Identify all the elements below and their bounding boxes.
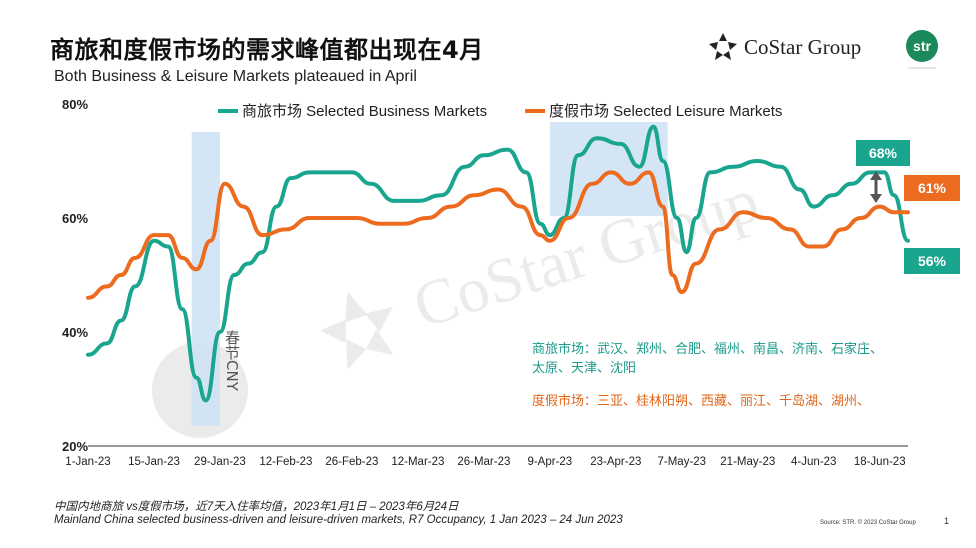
page-number: 1 [944, 516, 950, 526]
str-logo: str [902, 28, 942, 72]
x-tick-label: 9-Apr-23 [527, 456, 572, 468]
business-end-callout: 56% [904, 248, 960, 274]
legend-label: 度假市场 Selected Leisure Markets [549, 103, 782, 120]
y-tick-label: 60% [62, 211, 88, 226]
y-tick-label: 20% [62, 439, 88, 454]
leisure-series-line [86, 170, 910, 300]
x-tick-label: 29-Jan-23 [194, 456, 246, 468]
x-tick-label: 23-Apr-23 [590, 456, 641, 468]
x-tick-label: 7-May-23 [658, 456, 707, 468]
costar-logo: CoStar Group [708, 32, 861, 62]
legend-label: 商旅市场 Selected Business Markets [242, 103, 487, 120]
source-text: Source: STR. © 2023 CoStar Group [820, 520, 916, 526]
footnote-chinese: 中国内地商旅 vs度假市场，近7天入住率均值，2023年1月1日 – 2023年… [54, 501, 459, 513]
x-tick-label: 21-May-23 [720, 456, 775, 468]
leisure-end-callout: 61% [904, 175, 960, 201]
x-tick-label: 18-Jun-23 [854, 456, 906, 468]
leisure-markets-note: 度假市场：三亚、桂林阳朔、西藏、丽江、千岛湖、湖州、 [532, 394, 871, 409]
x-tick-label: 12-Mar-23 [391, 456, 444, 468]
gap-arrow [870, 171, 882, 203]
str-logo-text: str [913, 38, 931, 54]
footnote-english: Mainland China selected business-driven … [54, 514, 623, 526]
business-peak-callout: 68% [856, 140, 910, 166]
x-tick-label: 15-Jan-23 [128, 456, 180, 468]
y-tick-label: 40% [62, 325, 88, 340]
page-title: 商旅和度假市场的需求峰值都出现在4月 [50, 36, 484, 64]
cny-highlight-band [191, 132, 220, 426]
x-tick-label: 1-Jan-23 [65, 456, 110, 468]
x-tick-label: 26-Feb-23 [325, 456, 378, 468]
costar-star-icon [709, 33, 737, 60]
business-series-line [86, 124, 910, 403]
x-tick-label: 4-Jun-23 [791, 456, 836, 468]
x-tick-label: 26-Mar-23 [457, 456, 510, 468]
business-markets-note: 商旅市场：武汉、郑州、合肥、福州、南昌、济南、石家庄、太原、天津、沈阳 [532, 342, 884, 376]
y-tick-label: 80% [62, 97, 88, 112]
x-tick-label: 12-Feb-23 [259, 456, 312, 468]
costar-logo-text: CoStar Group [744, 34, 862, 59]
cny-label: 春节CNY [223, 330, 241, 391]
page-subtitle: Both Business & Leisure Markets plateaue… [54, 68, 417, 85]
